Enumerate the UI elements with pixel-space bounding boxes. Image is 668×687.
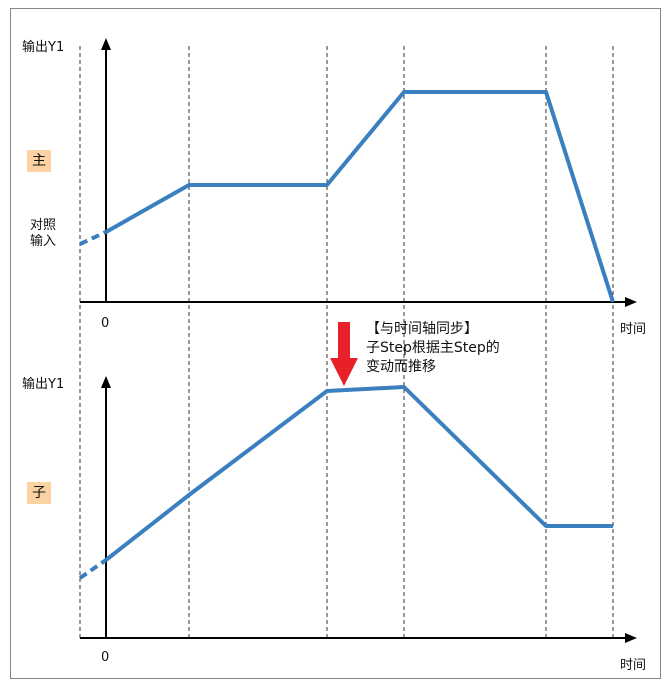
main-origin-label: 0 — [101, 316, 110, 331]
diagram-frame — [10, 8, 661, 679]
arrow-down-icon — [330, 322, 358, 386]
ref-label-line1: 对照 — [30, 218, 57, 233]
main-profile-line — [105, 90, 615, 303]
sub-y-arrowhead — [101, 376, 111, 388]
main-axes — [80, 38, 637, 307]
sub-ref-input-dashed — [78, 558, 108, 580]
time-markers — [79, 46, 614, 640]
main-x-arrowhead — [625, 297, 637, 307]
main-ref-input-dashed — [79, 230, 107, 246]
sub-x-label: 时间 — [620, 658, 647, 673]
main-y-arrowhead — [101, 38, 111, 50]
sub-y-label: 输出Y1 — [22, 377, 65, 392]
sub-x-arrowhead — [625, 633, 637, 643]
main-role-tag: 主 — [27, 150, 51, 172]
main-profile — [79, 90, 615, 303]
sub-axes — [80, 376, 637, 643]
main-x-label: 时间 — [620, 322, 647, 337]
sub-profile-line — [104, 385, 613, 562]
main-y-label: 输出Y1 — [22, 40, 65, 55]
sub-role-tag: 子 — [27, 482, 51, 504]
sync-note: 【与时间轴同步】 子Step根据主Step的 变动而推移 — [366, 320, 500, 377]
sync-note-line3: 变动而推移 — [366, 359, 436, 375]
sub-profile — [78, 385, 613, 580]
main-ref-input-label: 对照 输入 — [30, 218, 56, 250]
sync-note-line2: 子Step根据主Step的 — [366, 340, 500, 356]
sub-origin-label: 0 — [101, 650, 110, 665]
ref-label-line2: 输入 — [30, 234, 57, 249]
sync-note-line1: 【与时间轴同步】 — [366, 321, 478, 337]
